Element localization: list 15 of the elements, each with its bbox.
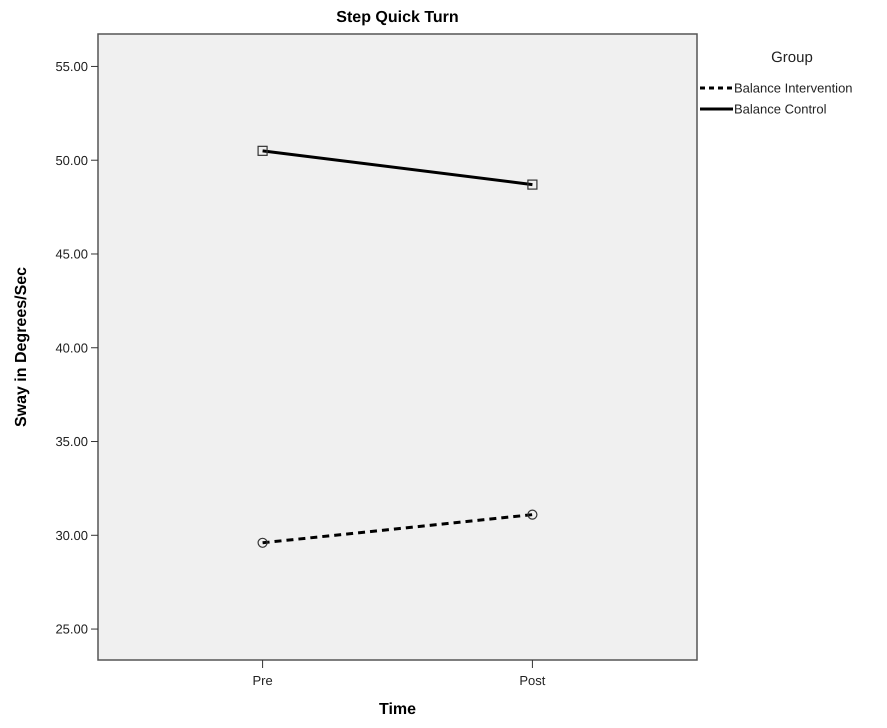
y-tick-label: 30.00 [55,528,88,543]
y-tick-label: 45.00 [55,246,88,262]
x-tick-label: Pre [252,673,273,688]
chart-title: Step Quick Turn [336,9,459,26]
y-axis-title: Sway in Degrees/Sec [13,266,30,428]
legend-title: Group [771,49,813,66]
y-tick-label: 50.00 [55,152,88,168]
y-tick-label: 25.00 [55,622,88,637]
x-tick-label: Post [519,673,546,688]
x-axis-title: Time [378,701,416,718]
legend-label: Balance Intervention [734,80,853,96]
legend-label: Balance Control [734,102,827,117]
y-tick-label: 55.00 [55,58,88,74]
y-tick-label: 40.00 [55,340,88,356]
y-tick-label: 35.00 [55,434,88,450]
